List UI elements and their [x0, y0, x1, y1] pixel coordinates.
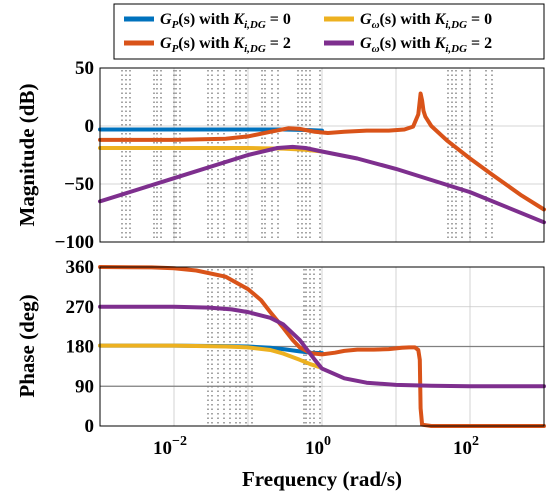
legend-frame [113, 3, 545, 60]
phase-ylabel: Phase (deg) [15, 294, 39, 397]
phase-panel: 360 270 180 90 0 10−2 100 102 Phase (deg) Freq… [15, 257, 546, 491]
magnitude-ylabel: Magnitude (dB) [15, 84, 39, 227]
magnitude-line-gp2 [98, 91, 546, 212]
magnitude-panel: 50 0 −50 −100 Magnitude (dB) [15, 58, 546, 253]
legend-entry-gw0: Gω(s) with Ki,DG = 0 [324, 11, 492, 31]
phase-ytick-label: 270 [66, 297, 95, 318]
phase-xtick-label: 100 [305, 434, 331, 459]
legend: GP(s) with Ki,DG = 0 Gω(s) with Ki,DG = 0… [113, 3, 545, 60]
legend-label: Gω(s) with Ki,DG = 0 [360, 11, 492, 31]
magnitude-axes-frame [99, 67, 545, 243]
phase-axes-frame [99, 266, 545, 427]
magnitude-ytick-label: 50 [75, 58, 94, 79]
legend-label: GP(s) with Ki,DG = 0 [160, 11, 291, 31]
phase-line-gw2 [98, 304, 546, 389]
phase-ytick-label: 360 [66, 257, 95, 278]
phase-xtick-label: 10−2 [153, 434, 187, 459]
legend-entry-gw2: Gω(s) with Ki,DG = 2 [324, 35, 492, 55]
magnitude-ytick-label: 0 [85, 116, 95, 137]
phase-ytick-label: 90 [75, 376, 94, 397]
magnitude-ytick-label: −100 [55, 232, 94, 253]
phase-xlabel: Frequency (rad/s) [242, 467, 402, 491]
legend-entry-gp0: GP(s) with Ki,DG = 0 [124, 11, 291, 31]
phase-ytick-label: 180 [66, 337, 95, 358]
phase-ytick-label: 0 [85, 416, 95, 437]
legend-entry-gp2: GP(s) with Ki,DG = 2 [124, 35, 291, 55]
magnitude-line-gw2 [98, 144, 546, 225]
legend-label: GP(s) with Ki,DG = 2 [160, 35, 291, 55]
legend-label: Gω(s) with Ki,DG = 2 [360, 35, 492, 55]
phase-line-gw0 [98, 343, 321, 369]
phase-xtick-label: 102 [453, 434, 479, 459]
magnitude-ytick-label: −50 [64, 174, 94, 195]
